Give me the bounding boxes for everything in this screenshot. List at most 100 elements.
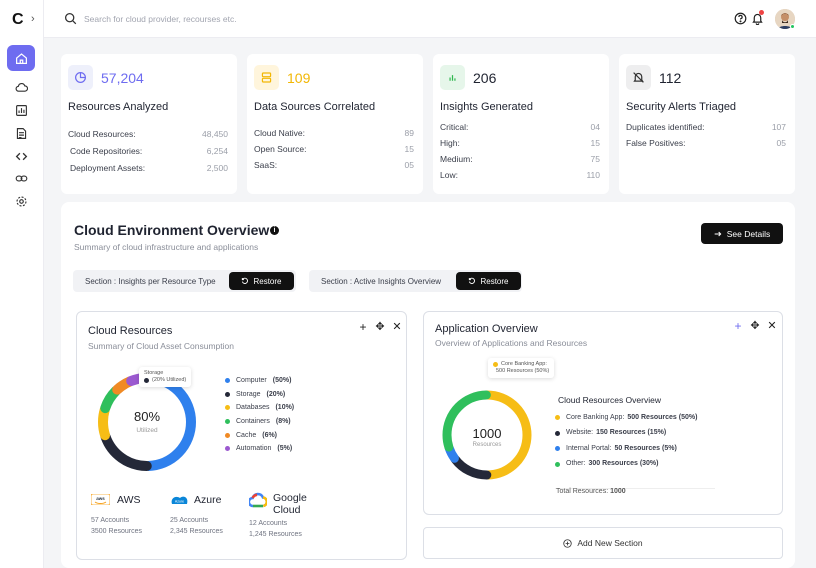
add-new-section-button[interactable]: Add New Section <box>423 527 783 559</box>
insights-icon <box>440 65 465 90</box>
stat-row-value: 110 <box>586 170 600 180</box>
legend-dot <box>555 415 560 421</box>
stat-row-value: 89 <box>404 128 414 138</box>
legend-label: Computer <box>236 377 267 385</box>
stat-card-insights: 206 Insights Generated Critical: 04 High:… <box>433 54 609 194</box>
restore-label: Restore <box>480 276 509 286</box>
divider <box>555 488 715 489</box>
code-icon[interactable] <box>7 143 35 169</box>
azure-icon: Azure <box>171 496 188 504</box>
link-icon[interactable] <box>7 165 35 191</box>
donut-segment[interactable] <box>442 390 532 480</box>
stat-row-label: Cloud Native: <box>254 128 306 138</box>
restore-label: Restore <box>253 276 282 286</box>
tooltip-value: 500 Resources (50%) <box>496 368 550 374</box>
notification-icon[interactable] <box>751 12 764 25</box>
restore-button[interactable]: Restore <box>229 272 294 290</box>
stat-value: 206 <box>473 70 497 86</box>
notification-badge <box>759 10 764 15</box>
legend-value: 150 Resources (15%) <box>596 429 667 437</box>
help-icon[interactable] <box>734 12 747 25</box>
stat-breakdown: Critical: 04 High: 15 Medium: 75 Low: 110 <box>440 119 600 183</box>
move-icon[interactable]: ✥ <box>750 320 760 332</box>
legend-pct: (5%) <box>277 445 293 453</box>
donut-center-value: 1000 <box>473 426 502 441</box>
tooltip-dot <box>144 378 149 383</box>
cloud-icon[interactable] <box>7 74 35 100</box>
legend-dot <box>225 419 230 425</box>
tooltip-title: Core Banking App: <box>501 361 547 367</box>
stat-card-resources: 57,204 Resources Analyzed Cloud Resource… <box>61 54 237 194</box>
legend-dot <box>225 405 230 411</box>
application-overview-card: Application Overview Overview of Applica… <box>423 311 783 515</box>
legend-value: 300 Resources (30%) <box>588 460 659 468</box>
stat-row-label: Medium: <box>440 154 473 164</box>
chart-legend: Computer (50%) Storage (20%) Databases (10%… <box>225 374 294 456</box>
stat-row-value: 15 <box>404 144 414 154</box>
see-details-label: See Details <box>726 228 771 239</box>
total-resources: Total Resources: 1000 <box>556 488 626 495</box>
brand-logo[interactable]: C <box>12 11 24 28</box>
top-bar <box>44 0 816 38</box>
legend-label: Website: <box>566 429 594 437</box>
stat-title: Resources Analyzed <box>68 101 169 113</box>
card-title: Cloud Resources <box>88 325 173 337</box>
close-icon[interactable]: ✕ <box>392 321 402 333</box>
stat-value: 109 <box>287 70 311 86</box>
add-icon[interactable]: + <box>359 320 367 334</box>
restore-button[interactable]: Restore <box>456 272 521 290</box>
stat-row-value: 48,450 <box>202 128 228 139</box>
bar-chart-icon[interactable] <box>7 97 35 123</box>
stat-row-value: 6,254 <box>206 145 228 156</box>
plus-circle-icon <box>563 538 573 548</box>
provider-name: Google Cloud <box>273 492 307 516</box>
stat-row-label: Open Source: <box>254 144 307 154</box>
search-input[interactable] <box>84 9 384 29</box>
see-details-button[interactable]: See Details <box>701 223 783 244</box>
legend-item: Automation (5%) <box>225 442 294 456</box>
donut-segment[interactable] <box>98 373 196 471</box>
stat-row-value: 05 <box>776 138 786 148</box>
report-icon[interactable] <box>7 120 35 146</box>
tooltip-dot <box>493 362 498 367</box>
legend-label: Containers <box>236 418 270 426</box>
stat-row-value: 75 <box>590 154 600 164</box>
legend-item: Containers (8%) <box>225 415 294 429</box>
provider-resources: 1,245 Resources <box>249 531 302 538</box>
legend-dot <box>555 430 560 436</box>
legend-item: Storage (20%) <box>225 388 294 402</box>
donut-segment[interactable] <box>442 390 532 480</box>
info-icon[interactable]: i <box>270 226 279 235</box>
google-cloud-icon <box>249 492 267 508</box>
tooltip-title: Storage <box>144 370 164 376</box>
close-icon[interactable]: ✕ <box>767 320 777 332</box>
panel-subtitle: Summary of cloud infrastructure and appl… <box>74 242 259 252</box>
sidebar-toggle[interactable]: › <box>31 13 35 25</box>
donut-tooltip: Storage (20% Utilized) <box>139 367 192 387</box>
stat-row-label: Cloud Resources: <box>68 128 136 139</box>
section-pill-active-insights: Section : Active Insights Overview Resto… <box>309 270 522 292</box>
stat-row-label: Deployment Assets: <box>70 162 146 173</box>
donut-segment[interactable] <box>98 373 196 471</box>
stat-title: Data Sources Correlated <box>254 101 376 113</box>
settings-icon[interactable] <box>7 188 35 214</box>
legend-dot <box>225 446 230 452</box>
add-icon[interactable]: + <box>734 319 742 333</box>
provider-name-line1: Google <box>273 492 307 504</box>
legend-value: 500 Resources (50%) <box>627 413 698 421</box>
total-value: 1000 <box>610 488 626 495</box>
legend-label: Storage <box>236 390 261 398</box>
stat-row-label: Low: <box>440 170 458 180</box>
card-actions: + ✥ ✕ <box>358 320 402 334</box>
move-icon[interactable]: ✥ <box>375 321 385 333</box>
stat-row-label: Critical: <box>440 122 469 132</box>
stat-row-label: Code Repositories: <box>70 145 143 156</box>
stat-row-label: High: <box>440 138 460 148</box>
provider-accounts: 25 Accounts <box>170 517 209 524</box>
section-pill-label: Section : Active Insights Overview <box>321 276 442 286</box>
home-icon[interactable] <box>7 45 35 71</box>
total-label: Total Resources: <box>556 488 609 495</box>
search-icon <box>64 12 77 25</box>
section-pill-label: Section : Insights per Resource Type <box>85 276 216 286</box>
provider-stats: 12 Accounts 1,245 Resources <box>249 518 302 540</box>
